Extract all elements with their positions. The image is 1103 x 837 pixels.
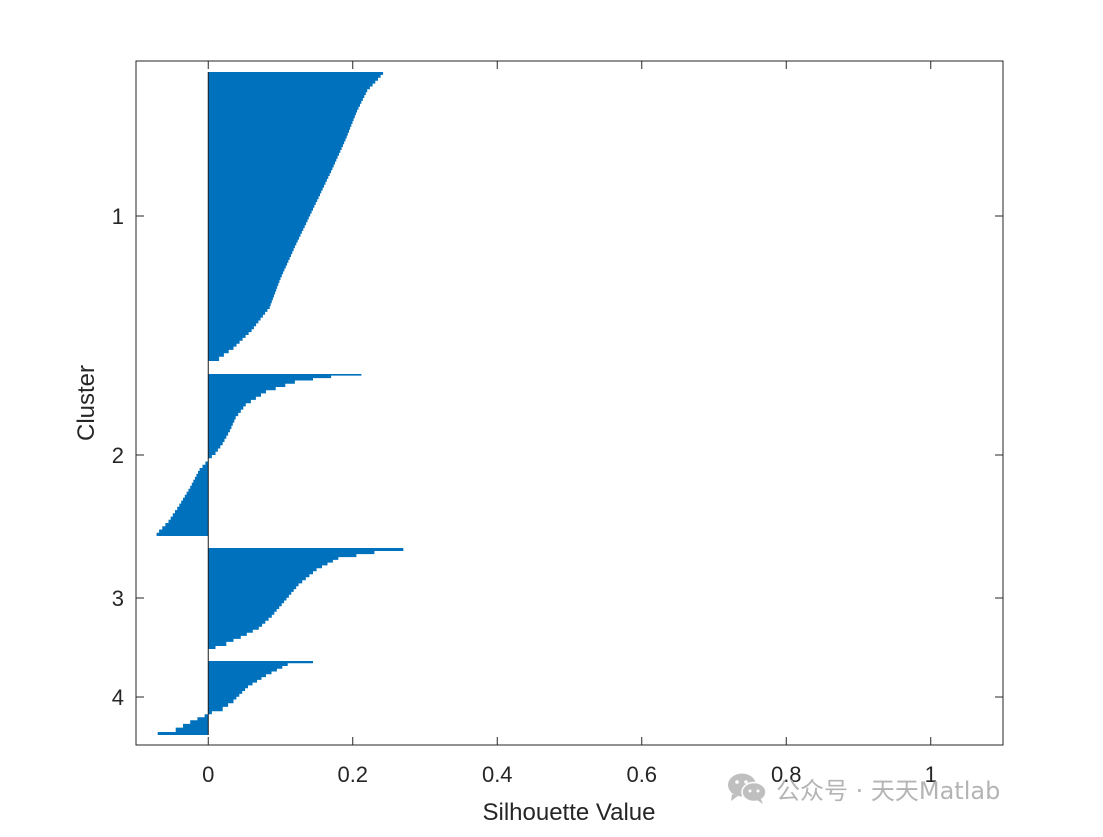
cluster-3-bars (208, 548, 404, 649)
cluster-2-bars (156, 374, 362, 536)
cluster-4-bars (157, 661, 313, 735)
x-axis-label: Silhouette Value (482, 799, 655, 826)
y-axis-ticks: 1 2 3 4 (112, 204, 1003, 710)
x-tick-label: 0 (202, 762, 214, 787)
y-tick-label: 1 (112, 204, 124, 229)
x-axis-ticks: 0 0.2 0.4 0.6 0.8 1 (202, 61, 937, 787)
silhouette-bars (156, 72, 404, 735)
watermark: 公众号 · 天天Matlab (726, 770, 1000, 806)
wechat-icon (728, 773, 767, 804)
cluster-1-bars (208, 72, 384, 361)
x-tick-label: 0.6 (626, 762, 657, 787)
watermark-text: 公众号 · 天天Matlab (776, 776, 1001, 805)
y-tick-label: 4 (112, 685, 124, 710)
axes-box (135, 60, 1004, 746)
y-tick-label: 2 (112, 443, 124, 468)
x-tick-label: 0.4 (482, 762, 513, 787)
y-axis-label: Cluster (73, 365, 100, 441)
x-tick-label: 0.2 (337, 762, 368, 787)
y-tick-label: 3 (112, 586, 124, 611)
x-tick-label: 1 (925, 762, 937, 787)
x-tick-label: 0.8 (771, 762, 802, 787)
